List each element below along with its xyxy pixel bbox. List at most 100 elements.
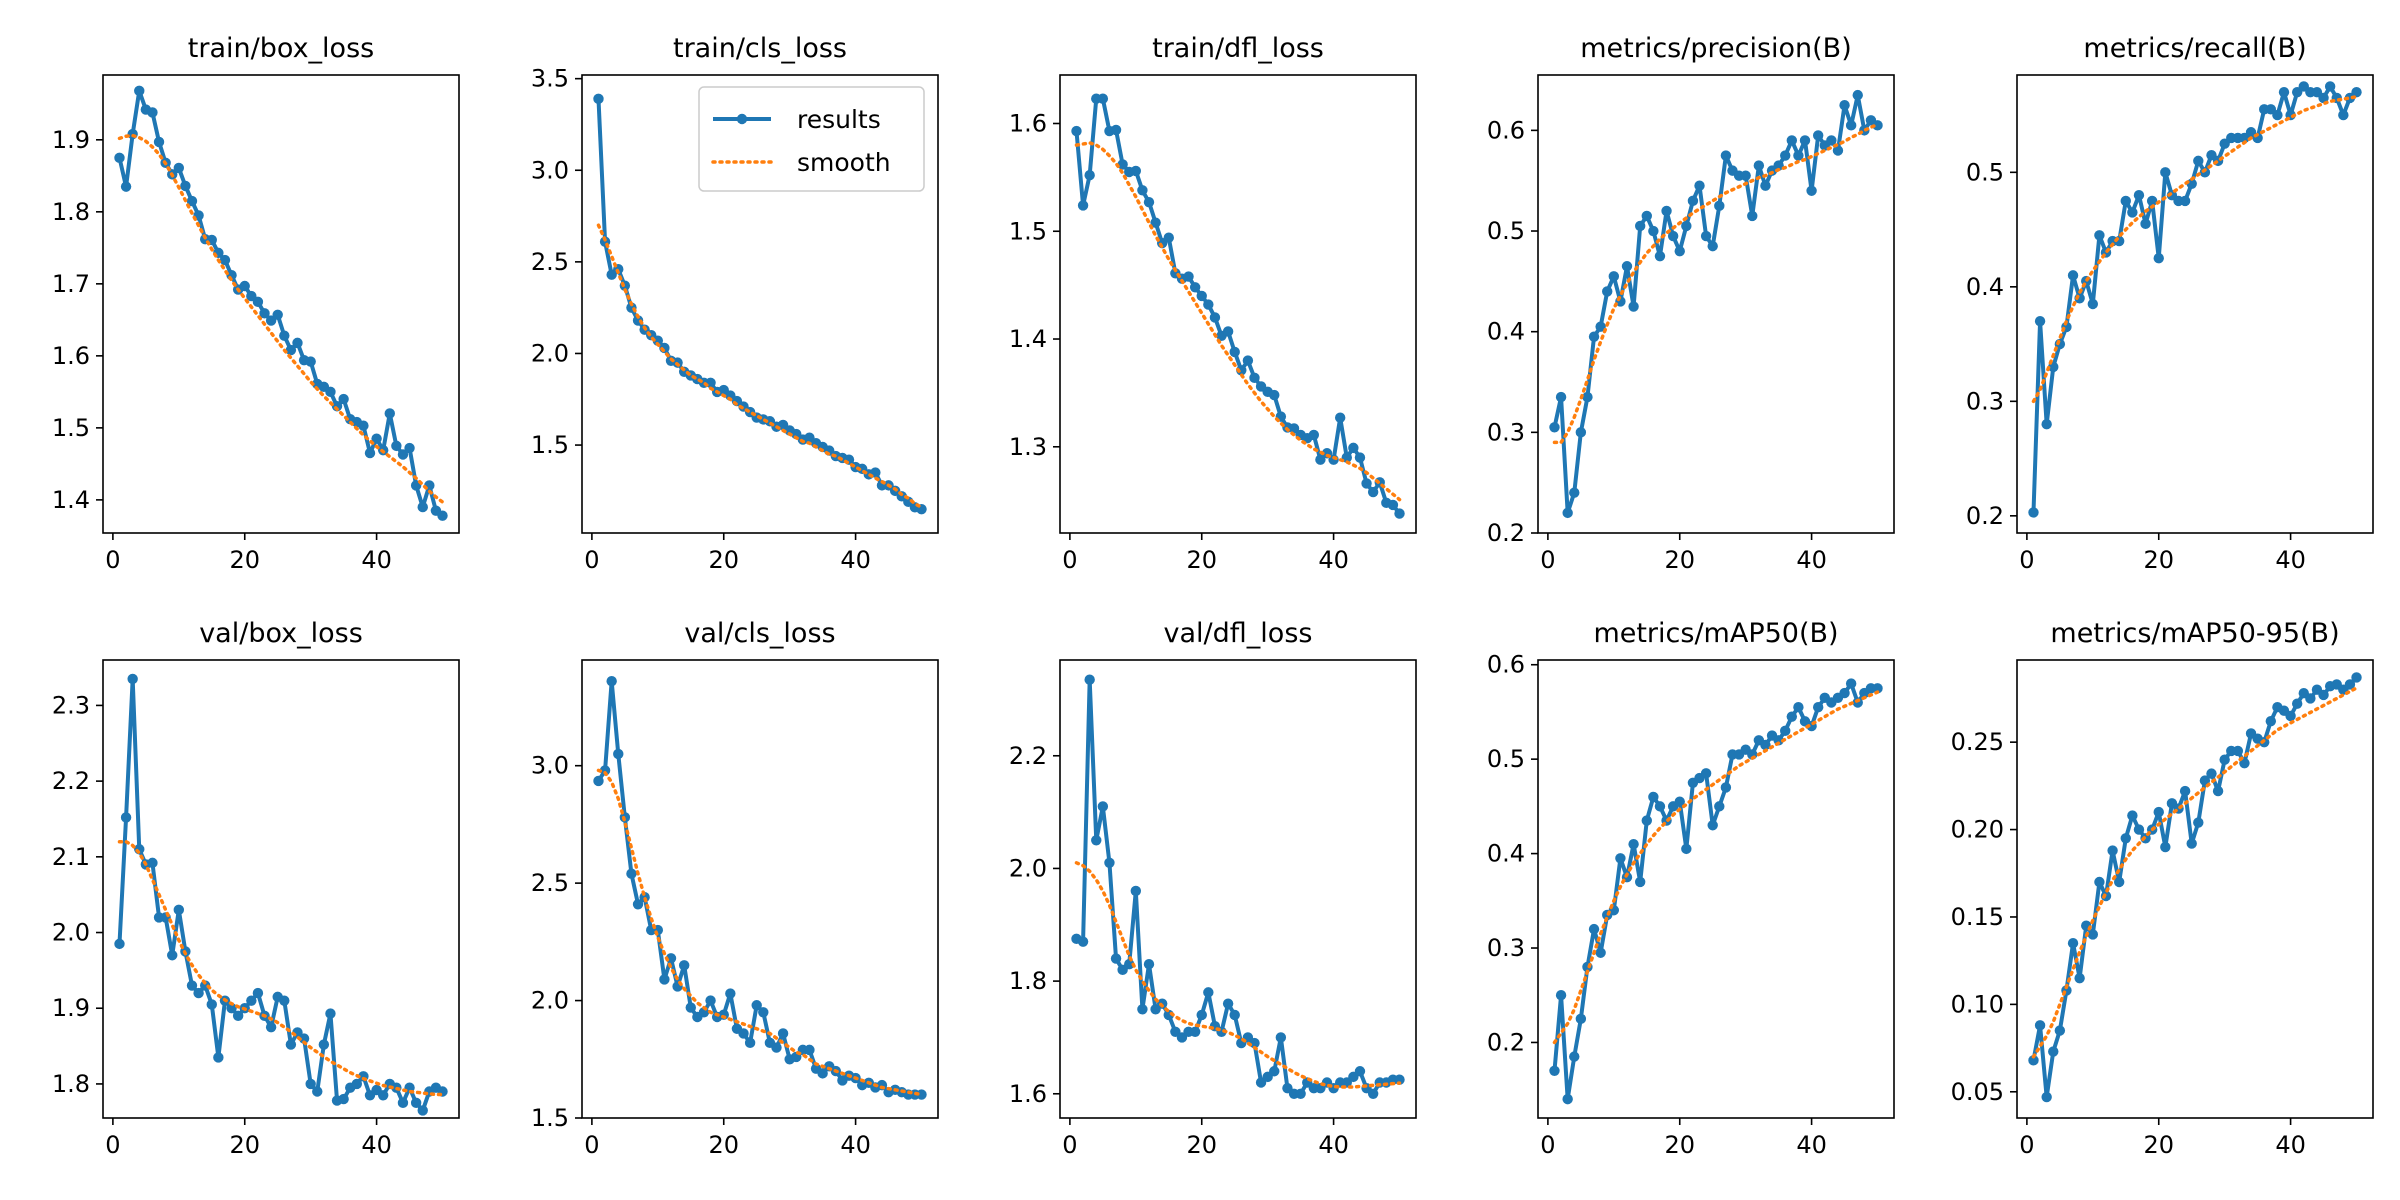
chart-title: metrics/mAP50(B) xyxy=(1593,618,1838,649)
results-point xyxy=(2193,817,2204,828)
results-point xyxy=(1588,331,1600,342)
y-tick-label: 2.0 xyxy=(1009,854,1047,882)
results-point xyxy=(2219,754,2230,765)
results-point xyxy=(1674,245,1685,257)
results-point xyxy=(1714,200,1725,212)
legend-label-smooth: smooth xyxy=(797,148,891,177)
results-point xyxy=(325,1008,336,1019)
results-point xyxy=(1130,165,1142,177)
plot-area xyxy=(2017,75,2373,533)
results-point xyxy=(2133,190,2145,201)
results-point xyxy=(364,447,376,459)
series-group xyxy=(114,85,448,521)
x-tick-label: 20 xyxy=(708,1131,739,1159)
results-point xyxy=(1334,412,1346,423)
results-point xyxy=(1549,422,1560,433)
results-point xyxy=(777,1028,789,1039)
results-point xyxy=(114,938,125,950)
y-tick-label: 1.5 xyxy=(531,1104,569,1132)
legend-label-results: results xyxy=(797,105,881,134)
results-point xyxy=(1720,782,1732,793)
results-point xyxy=(1091,835,1102,846)
smooth-line xyxy=(596,223,924,510)
x-tick-label: 20 xyxy=(1664,546,1695,574)
series-group xyxy=(593,93,927,515)
y-tick-label: 2.2 xyxy=(1009,742,1047,770)
results-point xyxy=(371,433,382,444)
results-point xyxy=(1648,225,1659,237)
results-point xyxy=(279,995,290,1006)
results-point xyxy=(384,408,395,419)
y-tick-label: 0.05 xyxy=(1951,1078,2004,1106)
series-group xyxy=(114,673,448,1116)
results-point xyxy=(173,162,185,174)
results-point xyxy=(134,85,145,97)
results-point xyxy=(1753,160,1765,171)
results-point xyxy=(1130,885,1142,897)
results-point xyxy=(1203,299,1214,310)
results-point xyxy=(2351,672,2362,683)
results-point xyxy=(1242,355,1254,366)
x-tick-label: 20 xyxy=(2143,1131,2174,1159)
axes-frame xyxy=(1537,659,1895,1119)
results-point xyxy=(2285,710,2296,722)
results-point xyxy=(1760,739,1771,751)
results-point xyxy=(186,980,198,991)
x-tick-label: 0 xyxy=(584,546,599,574)
x-tick-label: 40 xyxy=(1796,546,1827,574)
results-point xyxy=(305,356,316,367)
results-point xyxy=(2140,218,2151,230)
results-point xyxy=(593,775,604,787)
results-point xyxy=(2232,745,2244,757)
results-point xyxy=(2318,92,2329,104)
results-point xyxy=(397,1097,409,1109)
results-point xyxy=(338,393,349,405)
y-tick-label: 0.3 xyxy=(1966,387,2004,415)
results-point xyxy=(1249,372,1260,384)
chart-title: metrics/precision(B) xyxy=(1580,33,1852,64)
smooth-line xyxy=(117,133,445,504)
x-tick-label: 40 xyxy=(840,1131,871,1159)
results-point xyxy=(1196,1009,1207,1021)
axes-frame xyxy=(1059,74,1417,534)
x-tick-label: 20 xyxy=(229,1131,260,1159)
x-tick-label: 20 xyxy=(1664,1131,1695,1159)
results-point xyxy=(1826,135,1837,146)
x-tick-label: 40 xyxy=(361,546,392,574)
results-point xyxy=(2179,785,2191,797)
x-tick-label: 40 xyxy=(1318,546,1349,574)
subplot-metrics-map50-b: metrics/mAP50(B) 0 20 40 0.2 0.3 0.4 0.5 0.6 xyxy=(1487,618,1895,1159)
results-point xyxy=(1110,124,1122,136)
results-point xyxy=(1694,180,1705,191)
results-point xyxy=(1806,185,1817,196)
results-point xyxy=(239,280,250,292)
y-tick-label: 2.0 xyxy=(52,919,90,947)
results-point xyxy=(2127,810,2138,821)
results-point xyxy=(2272,109,2283,121)
y-tick-label: 0.5 xyxy=(1487,217,1525,245)
results-point xyxy=(613,748,624,760)
subplot-metrics-recall-b: metrics/recall(B) 0 20 40 0.2 0.3 0.4 0.5 xyxy=(1966,33,2374,574)
results-point xyxy=(226,1003,237,1014)
results-point xyxy=(685,1002,696,1013)
y-tick-label: 1.8 xyxy=(1009,967,1047,995)
results-point xyxy=(1621,261,1633,272)
results-point xyxy=(1569,1051,1580,1062)
results-point xyxy=(2199,775,2211,786)
results-point xyxy=(2094,876,2105,888)
y-tick-label: 0.20 xyxy=(1951,816,2004,844)
x-tick-label: 40 xyxy=(1318,1131,1349,1159)
plot-area xyxy=(582,660,938,1118)
results-point xyxy=(1084,170,1095,181)
subplot-val-box-loss: val/box_loss 0 20 40 1.8 1.9 2.0 2.1 2.2 2.3 xyxy=(52,618,460,1159)
results-point xyxy=(1071,125,1082,137)
results-point xyxy=(2153,253,2164,264)
results-point xyxy=(2160,167,2171,178)
y-tick-label: 0.15 xyxy=(1951,903,2004,931)
results-point xyxy=(1845,120,1857,131)
results-point xyxy=(1654,250,1666,262)
results-point xyxy=(351,1078,363,1090)
plot-area xyxy=(1538,660,1894,1118)
results-point xyxy=(114,152,125,164)
results-point xyxy=(2048,1046,2059,1057)
